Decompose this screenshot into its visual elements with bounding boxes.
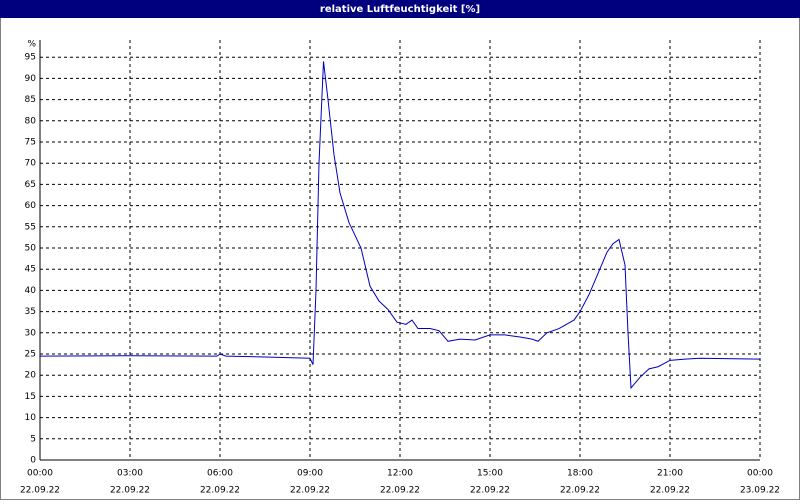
x-tick-date: 22.09.22: [20, 486, 60, 496]
y-tick-label: 65: [25, 180, 36, 190]
x-tick-label: 21:00: [657, 469, 683, 479]
y-tick-label: 20: [25, 371, 37, 381]
x-tick-date: 22.09.22: [470, 486, 510, 496]
x-tick-date: 22.09.22: [560, 486, 600, 496]
x-tick-label: 00:00: [747, 469, 773, 479]
y-tick-label: 90: [25, 74, 37, 84]
y-tick-label: 80: [25, 116, 37, 126]
y-tick-label: 75: [25, 138, 36, 148]
y-tick-label: 30: [25, 328, 37, 338]
x-tick-label: 06:00: [207, 469, 233, 479]
x-tick-label: 12:00: [387, 469, 413, 479]
y-tick-label: 10: [25, 413, 37, 423]
data-line: [39, 61, 761, 390]
x-tick-label: 03:00: [117, 469, 143, 479]
x-tick-label: 15:00: [477, 469, 503, 479]
y-tick-label: 50: [25, 244, 37, 254]
y-tick-label: 85: [25, 95, 36, 105]
title-bar: [0, 0, 800, 18]
y-tick-label: 0: [30, 456, 36, 466]
chart-title: relative Luftfeuchtigkeit [%]: [320, 4, 480, 15]
y-tick-label: 95: [25, 53, 36, 63]
x-tick-date: 22.09.22: [110, 486, 150, 496]
y-tick-label: 40: [25, 286, 37, 296]
y-tick-label: 70: [25, 159, 37, 169]
x-tick-date: 22.09.22: [380, 486, 420, 496]
x-tick-label: 00:00: [27, 469, 53, 479]
y-tick-label: 45: [25, 265, 36, 275]
y-tick-label: 25: [25, 350, 36, 360]
x-tick-label: 09:00: [297, 469, 323, 479]
x-tick-date: 23.09.22: [740, 486, 780, 496]
y-tick-label: 60: [25, 201, 37, 211]
y-tick-label: 15: [25, 392, 36, 402]
x-tick-label: 18:00: [567, 469, 593, 479]
y-tick-label: 55: [25, 222, 36, 232]
x-tick-date: 22.09.22: [290, 486, 330, 496]
y-tick-label: 35: [25, 307, 36, 317]
y-tick-label: 5: [30, 434, 36, 444]
x-tick-date: 22.09.22: [200, 486, 240, 496]
y-axis-label: %: [27, 40, 36, 50]
x-tick-date: 22.09.22: [650, 486, 690, 496]
